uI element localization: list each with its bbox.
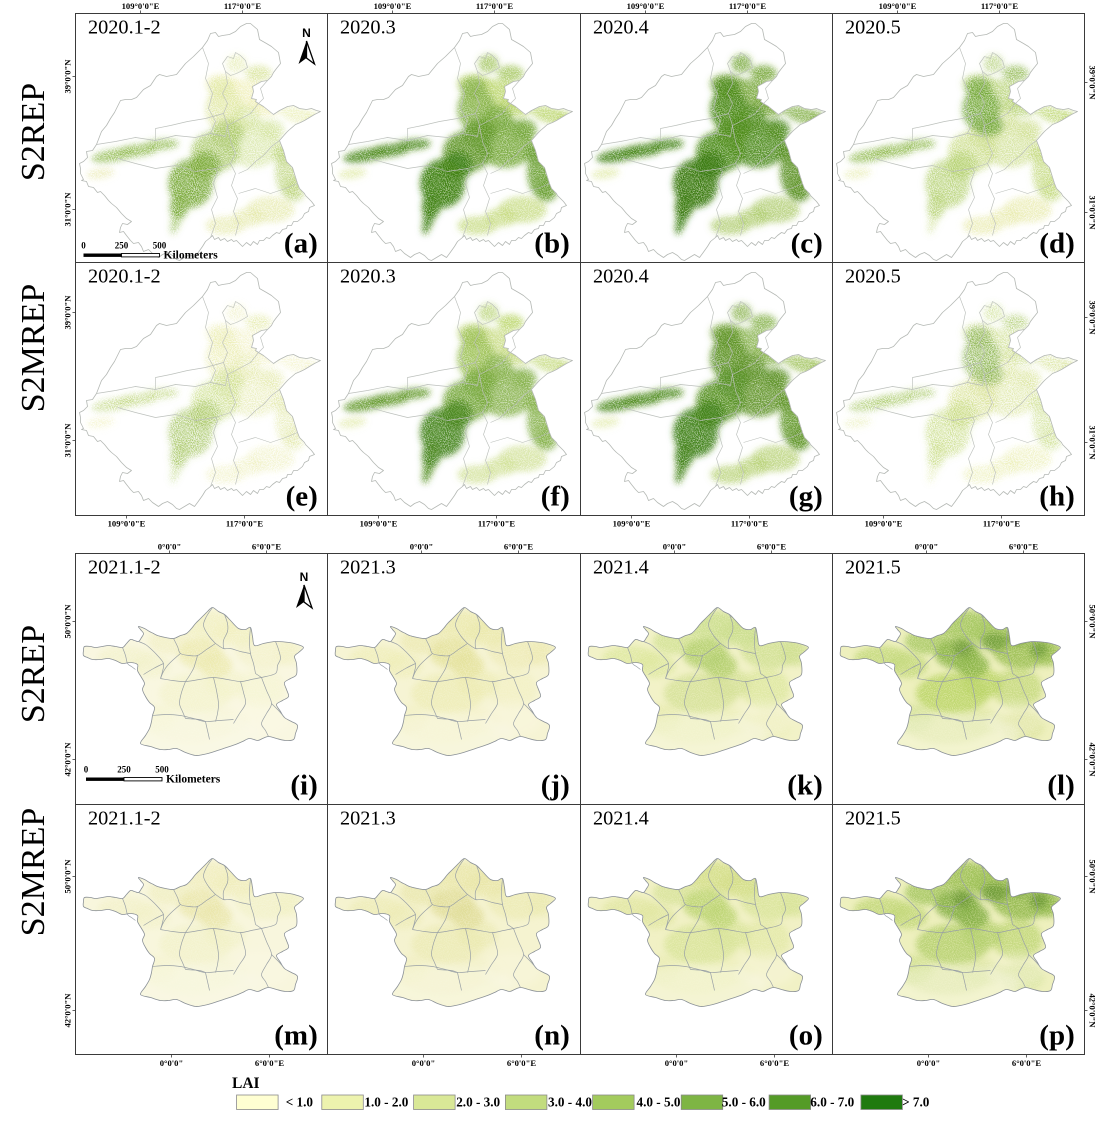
svg-text:S2MREP: S2MREP [15, 284, 52, 413]
svg-text:109°0'0"E: 109°0'0"E [613, 519, 651, 529]
svg-text:2021.1-2: 2021.1-2 [88, 557, 161, 579]
svg-text:2021.3: 2021.3 [340, 557, 396, 579]
svg-text:109°0'0"E: 109°0'0"E [879, 1, 917, 11]
svg-text:31°0'0"N: 31°0'0"N [1088, 196, 1098, 231]
svg-text:(l): (l) [1047, 770, 1074, 802]
svg-text:6°0'0"E: 6°0'0"E [1009, 542, 1038, 552]
svg-text:LAI: LAI [232, 1075, 260, 1092]
svg-text:0°0'0": 0°0'0" [410, 542, 434, 552]
svg-text:S2MREP: S2MREP [15, 808, 52, 937]
svg-text:42°0'0"N: 42°0'0"N [63, 993, 73, 1028]
svg-text:109°0'0"E: 109°0'0"E [627, 1, 665, 11]
svg-text:0°0'0": 0°0'0" [160, 1058, 184, 1068]
svg-text:0°0'0": 0°0'0" [915, 542, 939, 552]
svg-text:31°0'0"N: 31°0'0"N [1088, 426, 1098, 461]
svg-text:S2REP: S2REP [15, 625, 52, 723]
svg-text:0°0'0": 0°0'0" [158, 542, 182, 552]
svg-text:117°0'0"E: 117°0'0"E [983, 519, 1021, 529]
svg-text:6°0'0"E: 6°0'0"E [757, 542, 786, 552]
svg-text:109°0'0"E: 109°0'0"E [865, 519, 903, 529]
svg-text:50°0'0"N: 50°0'0"N [63, 859, 73, 894]
svg-text:0°0'0": 0°0'0" [412, 1058, 436, 1068]
svg-text:117°0'0"E: 117°0'0"E [729, 1, 767, 11]
svg-text:(c): (c) [791, 228, 823, 260]
svg-text:2.0 - 3.0: 2.0 - 3.0 [456, 1095, 500, 1110]
svg-text:(i): (i) [290, 770, 317, 802]
svg-text:6.0 - 7.0: 6.0 - 7.0 [810, 1095, 854, 1110]
svg-text:2020.4: 2020.4 [593, 17, 649, 39]
svg-text:0°0'0": 0°0'0" [663, 542, 687, 552]
svg-text:2021.4: 2021.4 [593, 808, 649, 830]
svg-text:2020.5: 2020.5 [845, 17, 901, 39]
svg-text:39°0'0"N: 39°0'0"N [63, 59, 73, 94]
svg-text:< 1.0: < 1.0 [286, 1095, 314, 1110]
svg-text:2021.5: 2021.5 [845, 557, 901, 579]
svg-text:42°0'0"N: 42°0'0"N [63, 742, 73, 777]
svg-text:2021.1-2: 2021.1-2 [88, 808, 161, 830]
svg-text:117°0'0"E: 117°0'0"E [224, 1, 262, 11]
svg-text:(p): (p) [1039, 1020, 1074, 1052]
svg-text:(d): (d) [1039, 228, 1074, 260]
svg-text:109°0'0"E: 109°0'0"E [108, 519, 146, 529]
svg-text:> 7.0: > 7.0 [902, 1095, 930, 1110]
svg-text:2020.3: 2020.3 [340, 266, 396, 288]
svg-text:50°0'0"N: 50°0'0"N [63, 604, 73, 639]
svg-text:6°0'0"E: 6°0'0"E [252, 542, 281, 552]
svg-text:2020.4: 2020.4 [593, 266, 649, 288]
svg-text:(h): (h) [1039, 481, 1074, 513]
svg-text:(j): (j) [541, 770, 570, 802]
svg-text:2020.5: 2020.5 [845, 266, 901, 288]
svg-text:39°0'0"N: 39°0'0"N [1088, 301, 1098, 336]
svg-text:6°0'0"E: 6°0'0"E [507, 1058, 536, 1068]
svg-text:117°0'0"E: 117°0'0"E [476, 1, 514, 11]
svg-text:117°0'0"E: 117°0'0"E [226, 519, 264, 529]
svg-text:0°0'0": 0°0'0" [917, 1058, 941, 1068]
svg-text:2021.3: 2021.3 [340, 808, 396, 830]
svg-text:42°0'0"N: 42°0'0"N [1088, 994, 1098, 1029]
svg-text:117°0'0"E: 117°0'0"E [981, 1, 1019, 11]
svg-text:(m): (m) [274, 1020, 317, 1052]
svg-text:42°0'0"N: 42°0'0"N [1088, 743, 1098, 778]
svg-text:(k): (k) [787, 770, 822, 802]
svg-text:2020.3: 2020.3 [340, 17, 396, 39]
svg-text:(f): (f) [541, 481, 570, 513]
svg-text:0°0'0": 0°0'0" [665, 1058, 689, 1068]
svg-text:31°0'0"N: 31°0'0"N [63, 423, 73, 458]
svg-text:2020.1-2: 2020.1-2 [88, 266, 161, 288]
svg-text:(n): (n) [534, 1020, 569, 1052]
svg-text:50°0'0"N: 50°0'0"N [1088, 860, 1098, 895]
svg-text:1.0 - 2.0: 1.0 - 2.0 [364, 1095, 408, 1110]
svg-text:109°0'0"E: 109°0'0"E [374, 1, 412, 11]
svg-text:4.0 - 5.0: 4.0 - 5.0 [637, 1095, 681, 1110]
svg-text:39°0'0"N: 39°0'0"N [63, 295, 73, 330]
svg-text:39°0'0"N: 39°0'0"N [1088, 66, 1098, 101]
svg-text:109°0'0"E: 109°0'0"E [360, 519, 398, 529]
svg-text:(o): (o) [789, 1020, 823, 1052]
svg-text:2021.4: 2021.4 [593, 557, 649, 579]
svg-text:50°0'0"N: 50°0'0"N [1088, 605, 1098, 640]
svg-text:(e): (e) [286, 481, 318, 513]
svg-text:31°0'0"N: 31°0'0"N [63, 192, 73, 227]
svg-text:5.0 - 6.0: 5.0 - 6.0 [722, 1095, 766, 1110]
svg-text:109°0'0"E: 109°0'0"E [122, 1, 160, 11]
svg-text:6°0'0"E: 6°0'0"E [1012, 1058, 1041, 1068]
svg-text:6°0'0"E: 6°0'0"E [504, 542, 533, 552]
svg-text:S2REP: S2REP [15, 83, 52, 181]
svg-text:6°0'0"E: 6°0'0"E [255, 1058, 284, 1068]
svg-text:(a): (a) [284, 228, 318, 260]
svg-text:6°0'0"E: 6°0'0"E [760, 1058, 789, 1068]
svg-text:2021.5: 2021.5 [845, 808, 901, 830]
svg-text:2020.1-2: 2020.1-2 [88, 17, 161, 39]
svg-text:117°0'0"E: 117°0'0"E [731, 519, 769, 529]
svg-text:3.0 - 4.0: 3.0 - 4.0 [548, 1095, 592, 1110]
svg-text:(g): (g) [789, 481, 823, 513]
svg-text:117°0'0"E: 117°0'0"E [478, 519, 516, 529]
svg-text:(b): (b) [534, 228, 569, 260]
